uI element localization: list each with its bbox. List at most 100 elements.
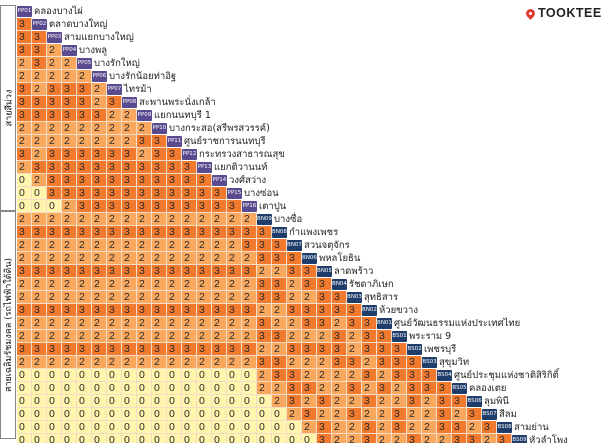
fare-cell: 3 <box>257 226 272 239</box>
fare-cell: 2 <box>47 291 62 304</box>
fare-cell: 3 <box>152 148 167 161</box>
fare-cell: 3 <box>62 187 77 200</box>
fare-cell: 2 <box>107 278 122 291</box>
fare-cell: 0 <box>107 395 122 408</box>
fare-cell: 3 <box>227 343 242 356</box>
fare-cell: 2 <box>242 252 257 265</box>
fare-cell: 0 <box>242 382 257 395</box>
fare-cell: 2 <box>242 356 257 369</box>
fare-cell: 3 <box>227 304 242 317</box>
fare-cell: 2 <box>32 317 47 330</box>
fare-cell: 3 <box>182 174 197 187</box>
fare-cell: 0 <box>242 408 257 421</box>
fare-cell: 3 <box>302 408 317 421</box>
fare-cell: 0 <box>32 187 47 200</box>
fare-cell: 2 <box>47 252 62 265</box>
purple-line-label: สายสีม่วง <box>0 5 16 211</box>
fare-cell: 3 <box>347 356 362 369</box>
fare-cell: 3 <box>17 304 32 317</box>
fare-cell: 3 <box>482 421 497 434</box>
fare-cell: 3 <box>122 200 137 213</box>
fare-cell: 0 <box>32 395 47 408</box>
fare-cell: 0 <box>47 200 62 213</box>
fare-cell: 2 <box>152 356 167 369</box>
fare-cell: 0 <box>152 434 167 443</box>
fare-cell: 2 <box>152 278 167 291</box>
fare-cell: 3 <box>332 304 347 317</box>
station-code-badge: PP12 <box>182 149 197 160</box>
fare-cell: 3 <box>242 226 257 239</box>
fare-cell: 0 <box>257 434 272 443</box>
fare-cell: 3 <box>227 226 242 239</box>
fare-cell: 2 <box>257 265 272 278</box>
fare-cell: 3 <box>152 135 167 148</box>
fare-cell: 3 <box>77 343 92 356</box>
fare-cell: 2 <box>212 252 227 265</box>
fare-cell: 0 <box>92 382 107 395</box>
station-name: สุขุมวิท <box>439 357 470 368</box>
fare-cell: 0 <box>257 421 272 434</box>
fare-cell: 3 <box>47 343 62 356</box>
station-name: สวนจตุจักร <box>304 240 350 251</box>
fare-cell: 2 <box>362 382 377 395</box>
fare-cell: 3 <box>77 109 92 122</box>
fare-cell: 3 <box>182 343 197 356</box>
fare-cell: 2 <box>47 213 62 226</box>
fare-cell: 3 <box>32 343 47 356</box>
blue-line-label: สายเฉลิมรัชมงคล (รถไฟฟ้าใต้ดิน) <box>0 211 16 439</box>
fare-cell: 3 <box>377 382 392 395</box>
fare-cell: 3 <box>17 31 32 44</box>
fare-cell: 3 <box>137 343 152 356</box>
fare-cell: 3 <box>77 148 92 161</box>
fare-cell: 3 <box>242 239 257 252</box>
fare-cell: 0 <box>152 382 167 395</box>
fare-cell: 2 <box>17 122 32 135</box>
fare-cell: 2 <box>227 252 242 265</box>
fare-cell: 2 <box>212 291 227 304</box>
fare-cell: 3 <box>407 356 422 369</box>
fare-cell: 3 <box>272 369 287 382</box>
fare-cell: 2 <box>92 330 107 343</box>
fare-cell: 3 <box>317 291 332 304</box>
fare-cell: 0 <box>77 382 92 395</box>
fare-cell: 2 <box>47 135 62 148</box>
fare-cell: 2 <box>17 239 32 252</box>
fare-cell: 3 <box>92 304 107 317</box>
fare-cell: 2 <box>197 330 212 343</box>
station-code-badge: PP04 <box>62 45 77 56</box>
fare-cell: 2 <box>77 278 92 291</box>
fare-cell: 2 <box>92 135 107 148</box>
fare-cell: 0 <box>152 421 167 434</box>
fare-cell: 0 <box>47 434 62 443</box>
fare-cell: 0 <box>152 408 167 421</box>
fare-cell: 2 <box>62 317 77 330</box>
fare-cell: 2 <box>182 317 197 330</box>
fare-cell: 3 <box>317 317 332 330</box>
fare-cell: 2 <box>122 213 137 226</box>
fare-cell: 0 <box>287 421 302 434</box>
fare-cell: 3 <box>32 265 47 278</box>
fare-cell: 3 <box>392 369 407 382</box>
fare-cell: 3 <box>122 226 137 239</box>
fare-cell: 2 <box>347 369 362 382</box>
fare-cell: 0 <box>167 421 182 434</box>
fare-cell: 3 <box>92 174 107 187</box>
fare-cell: 2 <box>332 421 347 434</box>
fare-cell: 2 <box>347 434 362 443</box>
station-name: สามแยกบางใหญ่ <box>64 32 134 43</box>
fare-cell: 0 <box>137 421 152 434</box>
fare-cell: 3 <box>32 161 47 174</box>
fare-cell: 2 <box>332 317 347 330</box>
fare-cell: 3 <box>362 369 377 382</box>
fare-cell: 2 <box>332 408 347 421</box>
station-code-badge: PP05 <box>77 58 92 69</box>
fare-cell: 2 <box>47 57 62 70</box>
station-name: บางซ่อน <box>244 188 279 199</box>
fare-cell: 2 <box>32 174 47 187</box>
fare-cell: 2 <box>17 135 32 148</box>
fare-cell: 2 <box>227 239 242 252</box>
fare-cell: 2 <box>107 135 122 148</box>
station-code-badge: PP02 <box>32 19 47 30</box>
station-name: กำแพงเพชร <box>289 227 339 238</box>
